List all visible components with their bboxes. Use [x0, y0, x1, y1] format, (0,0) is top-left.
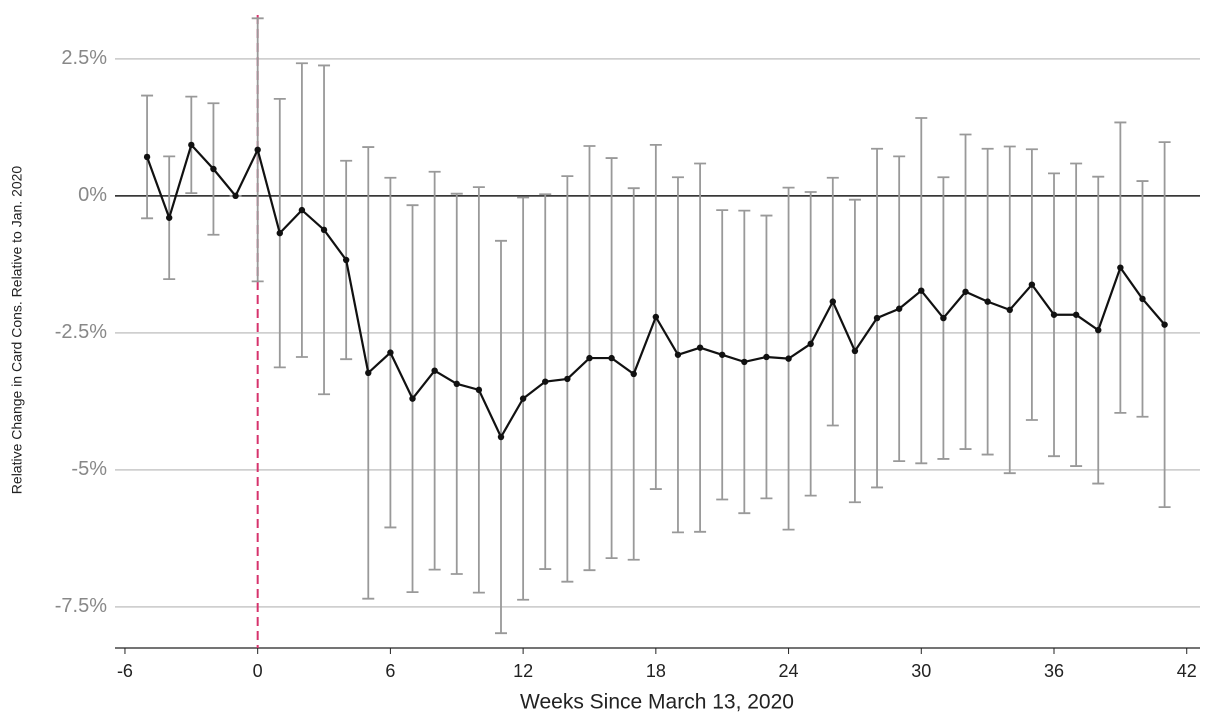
point: [785, 355, 792, 362]
point: [409, 395, 416, 402]
point: [940, 314, 947, 322]
point: [542, 378, 549, 385]
point: [298, 206, 306, 214]
point: [564, 375, 571, 383]
point: [1139, 295, 1146, 303]
x-tick-label: 18: [646, 661, 666, 681]
point: [984, 298, 991, 305]
x-tick-label: 42: [1177, 661, 1197, 681]
point: [1006, 306, 1013, 314]
point: [497, 433, 505, 441]
point: [1072, 311, 1080, 318]
point: [1050, 311, 1058, 318]
point: [586, 354, 593, 362]
point: [674, 351, 682, 358]
point: [342, 256, 350, 264]
point: [1161, 321, 1168, 328]
point: [519, 395, 527, 402]
x-tick-label: 30: [911, 661, 931, 681]
y-axis-label: Relative Change in Card Cons. Relative t…: [9, 166, 25, 495]
point: [895, 305, 903, 312]
y-tick-label: 2.5%: [61, 47, 107, 69]
point: [630, 370, 637, 378]
y-tick-label: -2.5%: [55, 321, 107, 343]
point: [365, 369, 372, 377]
point: [652, 313, 660, 321]
point: [320, 226, 328, 234]
y-tick-label: 0%: [78, 184, 107, 206]
point: [873, 314, 881, 322]
point: [254, 146, 261, 154]
point: [143, 153, 151, 161]
point: [475, 386, 483, 394]
x-tick-label: 12: [513, 661, 533, 681]
point: [696, 344, 704, 351]
point: [962, 288, 969, 295]
point: [165, 214, 173, 221]
point: [763, 353, 770, 361]
point: [1095, 326, 1102, 334]
x-tick-label: 0: [253, 661, 263, 681]
x-tick-label: 36: [1044, 661, 1064, 681]
point: [851, 347, 859, 355]
point: [741, 358, 748, 366]
x-axis-label: Weeks Since March 13, 2020: [520, 691, 794, 714]
x-tick-label: 24: [779, 661, 799, 681]
point: [918, 287, 925, 294]
point: [1117, 264, 1124, 271]
point: [807, 340, 814, 348]
x-tick-label: 6: [385, 661, 395, 681]
point: [387, 349, 394, 356]
point: [431, 367, 438, 374]
point: [210, 165, 217, 173]
point: [608, 354, 615, 362]
point: [1028, 281, 1036, 288]
point: [188, 141, 195, 149]
x-tick-label: -6: [117, 661, 133, 681]
point: [453, 380, 460, 388]
point: [829, 298, 837, 305]
point: [232, 192, 239, 200]
y-tick-label: -5%: [71, 458, 107, 480]
point: [719, 351, 726, 358]
point: [276, 229, 283, 237]
y-tick-label: -7.5%: [55, 595, 107, 617]
